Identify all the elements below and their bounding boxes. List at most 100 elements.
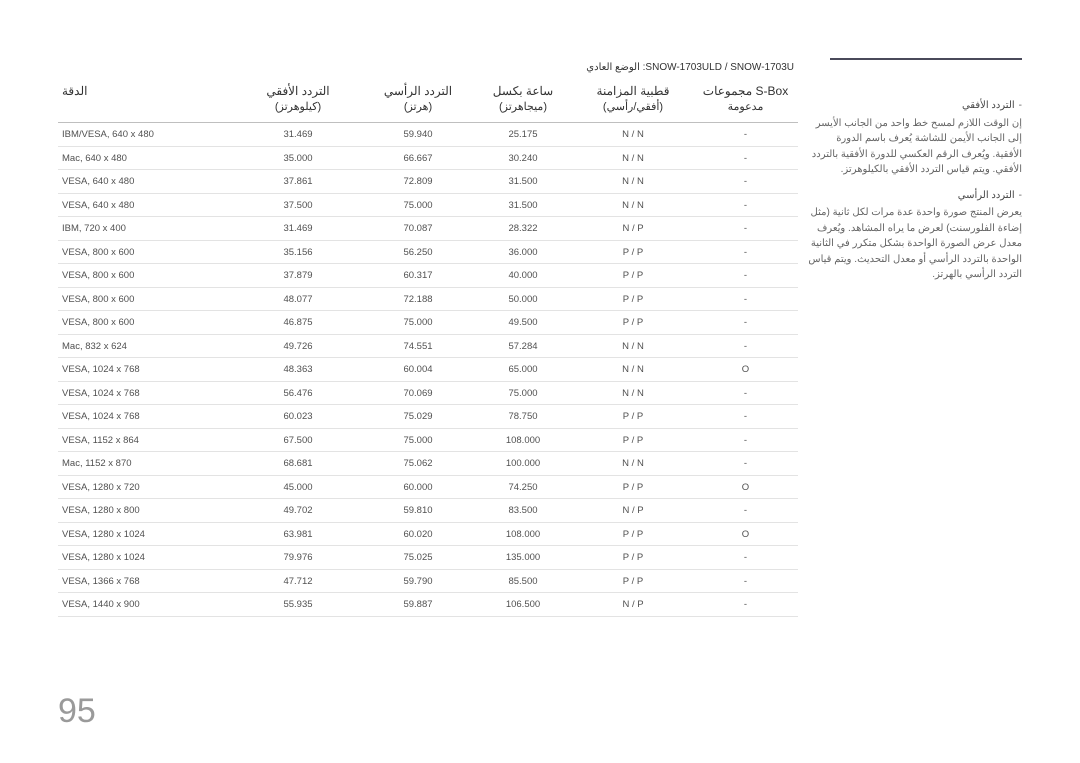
table-row: VESA, 800 x 60037.87960.31740.000P / P- [58,264,798,288]
table-cell: N / P [573,505,693,516]
th-hfreq: التردد الأفقي (كيلوهرتز) [233,83,363,116]
table-cell: 75.000 [473,388,573,399]
table-cell: N / N [573,364,693,375]
pre-header: SNOW-1703ULD / SNOW-1703U: الوضع العادي [58,62,798,73]
table-row: Mac, 832 x 62449.72674.55157.284N / N- [58,335,798,359]
table-cell: N / N [573,458,693,469]
table-cell: 25.175 [473,129,573,140]
table-cell: P / P [573,482,693,493]
table-row: VESA, 800 x 60035.15656.25036.000P / P- [58,241,798,265]
table-cell: 78.750 [473,411,573,422]
sidebar-item-body: يعرض المنتج صورة واحدة عدة مرات لكل ثاني… [806,205,1022,283]
table-cell: 49.500 [473,317,573,328]
table-cell: 59.790 [363,576,473,587]
table-row: VESA, 640 x 48037.50075.00031.500N / N- [58,194,798,218]
th-resolution: الدقة [58,83,233,116]
table-row: VESA, 800 x 60048.07772.18850.000P / P- [58,288,798,312]
table-cell: 37.879 [233,270,363,281]
table-cell: - [693,176,798,187]
table-cell: 37.500 [233,200,363,211]
table-cell: N / N [573,200,693,211]
th-line1: قطبية المزامنة [597,84,670,98]
table-cell: - [693,317,798,328]
table-cell: IBM, 720 x 400 [58,223,233,234]
table-cell: 31.469 [233,129,363,140]
table-cell: VESA, 800 x 600 [58,294,233,305]
table-cell: 108.000 [473,435,573,446]
th-line2: (ميجاهرتز) [473,100,573,116]
table-cell: 45.000 [233,482,363,493]
table-cell: 31.469 [233,223,363,234]
table-row: VESA, 640 x 48037.86172.80931.500N / N- [58,170,798,194]
table-cell: 85.500 [473,576,573,587]
table-cell: - [693,341,798,352]
table-cell: VESA, 800 x 600 [58,270,233,281]
table-cell: - [693,458,798,469]
table-cell: 59.940 [363,129,473,140]
spec-table: الدقة التردد الأفقي (كيلوهرتز) التردد ال… [58,83,798,617]
table-cell: 67.500 [233,435,363,446]
main-table-area: SNOW-1703ULD / SNOW-1703U: الوضع العادي … [58,62,798,617]
table-cell: 79.976 [233,552,363,563]
table-cell: 72.188 [363,294,473,305]
table-cell: - [693,552,798,563]
table-cell: 75.000 [363,435,473,446]
table-cell: VESA, 1280 x 720 [58,482,233,493]
document-page: SNOW-1703ULD / SNOW-1703U: الوضع العادي … [0,0,1080,763]
table-row: VESA, 800 x 60046.87575.00049.500P / P- [58,311,798,335]
table-cell: 100.000 [473,458,573,469]
bullet-dash: - [1015,188,1022,204]
table-cell: 40.000 [473,270,573,281]
table-cell: VESA, 1366 x 768 [58,576,233,587]
table-row: VESA, 1024 x 76848.36360.00465.000N / NO [58,358,798,382]
table-cell: 56.250 [363,247,473,258]
table-cell: - [693,247,798,258]
table-cell: - [693,129,798,140]
table-cell: 83.500 [473,505,573,516]
table-cell: 106.500 [473,599,573,610]
table-cell: 60.000 [363,482,473,493]
table-cell: Mac, 832 x 624 [58,341,233,352]
table-cell: VESA, 1280 x 800 [58,505,233,516]
table-cell: VESA, 1024 x 768 [58,388,233,399]
table-cell: 31.500 [473,200,573,211]
table-row: VESA, 1280 x 102463.98160.020108.000P / … [58,523,798,547]
th-line1: الدقة [62,84,87,98]
table-cell: 65.000 [473,364,573,375]
page-number: 95 [58,692,96,731]
table-cell: P / P [573,317,693,328]
table-cell: 70.087 [363,223,473,234]
table-cell: N / N [573,129,693,140]
table-cell: 28.322 [473,223,573,234]
table-cell: - [693,435,798,446]
table-cell: 63.981 [233,529,363,540]
th-line2: (أفقي/رأسي) [573,100,693,116]
table-cell: 56.476 [233,388,363,399]
table-cell: 49.726 [233,341,363,352]
table-row: VESA, 1280 x 80049.70259.81083.500N / P- [58,499,798,523]
table-cell: 48.363 [233,364,363,375]
table-row: VESA, 1366 x 76847.71259.79085.500P / P- [58,570,798,594]
table-cell: - [693,599,798,610]
table-row: VESA, 1024 x 76860.02375.02978.750P / P- [58,405,798,429]
table-cell: N / N [573,153,693,164]
table-cell: 49.702 [233,505,363,516]
sidebar-notes: - التردد الأفقي إن الوقت اللازم لمسح خط … [798,62,1022,617]
table-row: VESA, 1280 x 72045.00060.00074.250P / PO [58,476,798,500]
table-cell: 55.935 [233,599,363,610]
table-cell: 35.000 [233,153,363,164]
table-cell: N / N [573,176,693,187]
table-row: Mac, 640 x 48035.00066.66730.240N / N- [58,147,798,171]
sidebar-item-title: التردد الأفقي [962,98,1015,114]
sidebar-item: - التردد الأفقي إن الوقت اللازم لمسح خط … [806,98,1022,178]
table-cell: 59.887 [363,599,473,610]
table-cell: 36.000 [473,247,573,258]
table-cell: VESA, 1440 x 900 [58,599,233,610]
table-row: VESA, 1152 x 86467.50075.000108.000P / P… [58,429,798,453]
table-cell: 60.004 [363,364,473,375]
th-line1: التردد الرأسي [384,84,452,98]
table-row: Mac, 1152 x 87068.68175.062100.000N / N- [58,452,798,476]
table-cell: P / P [573,411,693,422]
table-cell: 75.029 [363,411,473,422]
table-cell: - [693,576,798,587]
